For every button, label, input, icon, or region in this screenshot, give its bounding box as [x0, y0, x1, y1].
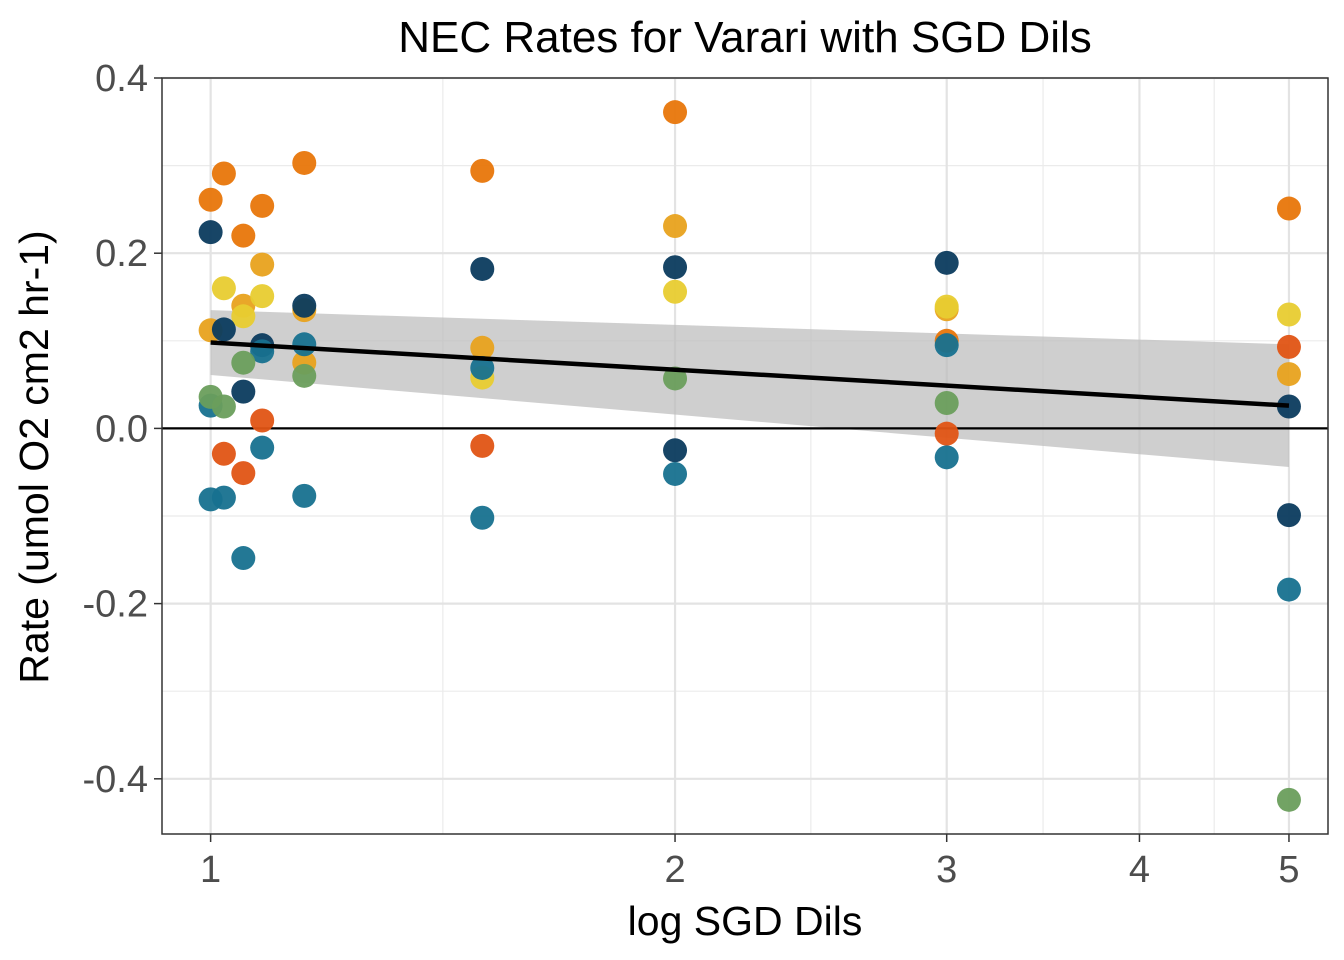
data-point	[1276, 577, 1301, 602]
data-point	[470, 158, 495, 183]
confidence-band	[210, 310, 1289, 467]
y-tick-label: 0.4	[95, 58, 148, 100]
data-point	[470, 433, 495, 458]
data-point	[1276, 503, 1301, 528]
data-points	[198, 100, 1301, 812]
data-point	[211, 276, 236, 301]
data-point	[231, 546, 256, 571]
data-point	[198, 220, 223, 245]
data-point	[292, 363, 317, 388]
data-point	[663, 100, 688, 125]
data-point	[934, 333, 959, 358]
data-point	[663, 255, 688, 280]
data-point	[292, 293, 317, 318]
major-gridlines	[162, 76, 1328, 834]
data-point	[211, 161, 236, 186]
data-point	[250, 408, 275, 433]
data-point	[292, 332, 317, 357]
data-point	[934, 421, 959, 446]
x-tick-label: 5	[1278, 849, 1299, 891]
chart-title: NEC Rates for Varari with SGD Dils	[398, 13, 1092, 62]
data-point	[663, 438, 688, 463]
data-point	[231, 223, 256, 248]
y-axis-ticks: 0.4 0.2 0.0 -0.2 -0.4	[83, 58, 162, 801]
data-point	[211, 394, 236, 419]
data-point	[663, 214, 688, 239]
data-point	[470, 335, 495, 360]
minor-gridlines	[162, 78, 1328, 834]
data-point	[1276, 334, 1301, 359]
data-point	[934, 294, 959, 319]
data-point	[231, 304, 256, 329]
data-point	[663, 279, 688, 304]
data-point	[470, 355, 495, 380]
data-point	[211, 485, 236, 510]
data-point	[934, 445, 959, 470]
data-point	[470, 256, 495, 281]
data-point	[250, 284, 275, 309]
data-point	[211, 317, 236, 342]
plot-panel-border	[161, 77, 1329, 835]
data-point	[663, 366, 688, 391]
y-tick-label: -0.4	[83, 759, 148, 801]
data-point	[198, 187, 223, 212]
x-tick-label: 2	[664, 849, 685, 891]
y-tick-label: -0.2	[83, 584, 148, 626]
data-point	[934, 250, 959, 275]
y-tick-label: 0.0	[95, 408, 148, 450]
data-point	[934, 391, 959, 416]
data-point	[231, 350, 256, 375]
data-point	[250, 435, 275, 460]
data-point	[1276, 302, 1301, 327]
x-tick-label: 1	[200, 849, 221, 891]
x-tick-label: 4	[1129, 849, 1150, 891]
data-point	[211, 441, 236, 466]
x-tick-label: 3	[936, 849, 957, 891]
data-point	[231, 379, 256, 404]
x-axis-title: log SGD Dils	[628, 898, 863, 944]
y-axis-title: Rate (umol O2 cm2 hr-1)	[11, 230, 57, 683]
regression-line	[210, 340, 1290, 408]
data-point	[231, 461, 256, 486]
data-point	[470, 505, 495, 530]
data-point	[663, 461, 688, 486]
data-point	[250, 252, 275, 277]
data-point	[1276, 196, 1301, 221]
x-axis-ticks: 1 2 3 4 5	[200, 834, 1300, 891]
data-point	[292, 483, 317, 508]
data-point	[292, 150, 317, 175]
y-tick-label: 0.2	[95, 233, 148, 275]
data-point	[1276, 787, 1301, 812]
data-point	[250, 193, 275, 218]
data-point	[1276, 362, 1301, 387]
data-point	[1276, 394, 1301, 419]
